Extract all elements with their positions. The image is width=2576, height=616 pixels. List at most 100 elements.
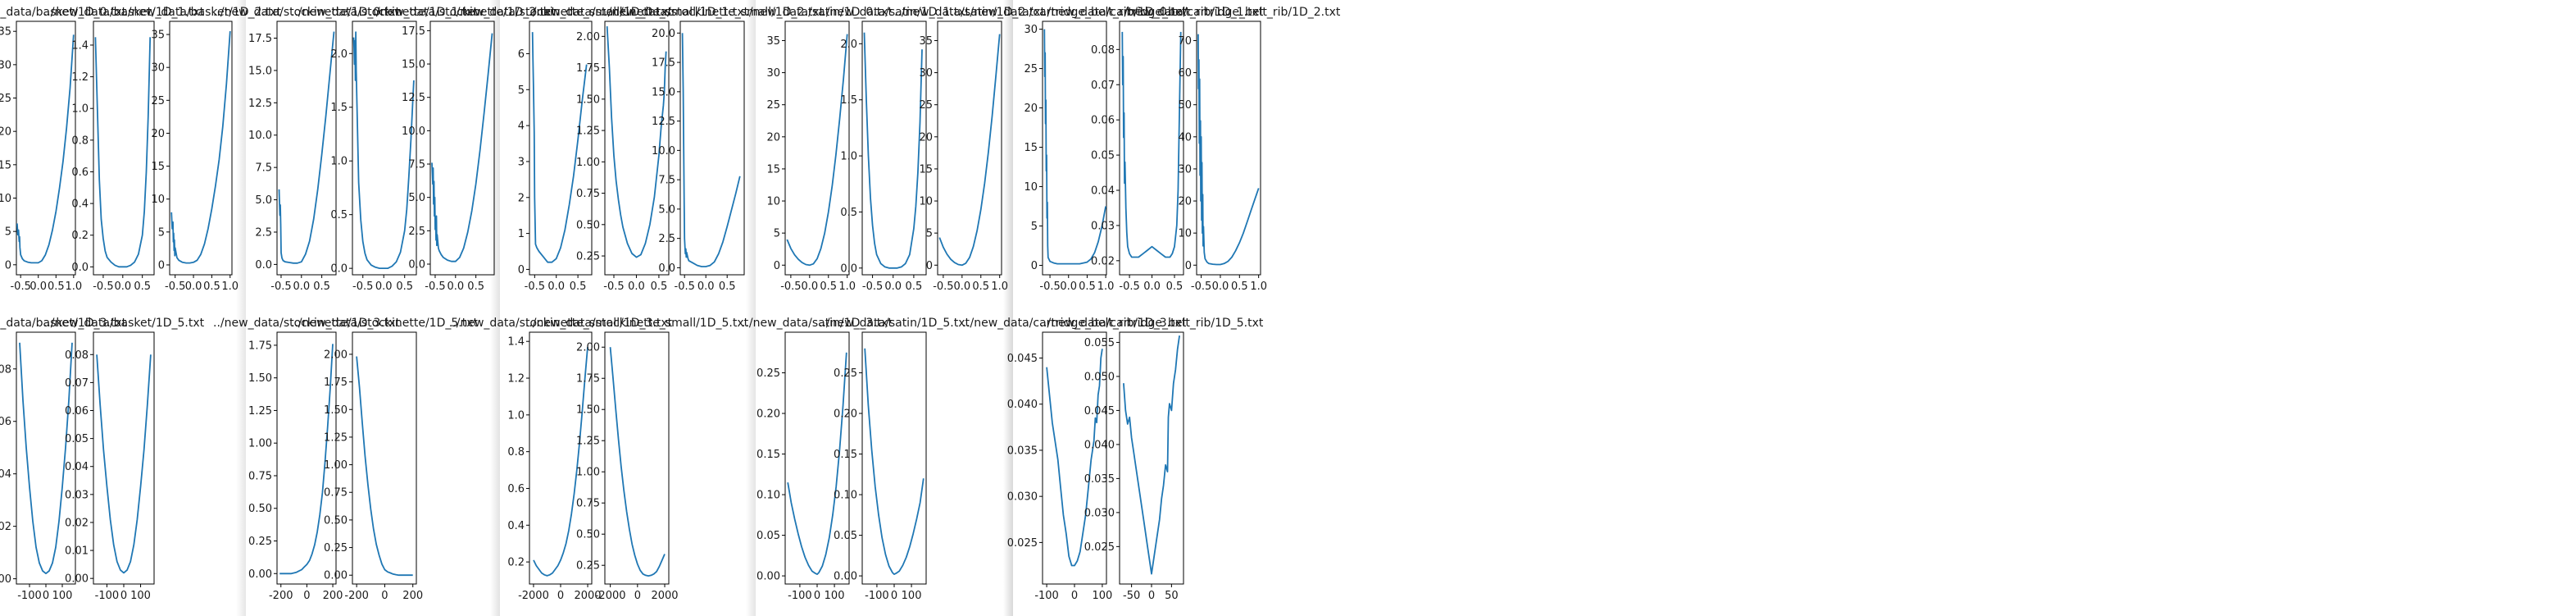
y-tick-label: 20 [0, 126, 11, 139]
figure-panel-basket [0, 0, 239, 616]
y-tick-label: 0.035 [1007, 445, 1038, 457]
subplot: ../new_data/satin/1D_5.txt 0.00 0.05 0.10 0.… [819, 317, 970, 602]
y-tick-label: 0.75 [576, 188, 600, 200]
x-tick-label: -0.5 [352, 281, 373, 293]
x-tick-label: 0.5 [396, 281, 413, 293]
axes-frame [784, 21, 850, 276]
y-tick-label: 0.20 [834, 408, 857, 421]
axes-frame [529, 21, 593, 276]
y-tick-label: 0.50 [576, 529, 600, 541]
subplot-title: ../new_data/basket/1D_2.txt [120, 6, 282, 19]
y-tick-label: 40 [1178, 131, 1192, 144]
x-tick-label: 2000 [651, 590, 678, 602]
y-tick-label: 1.25 [324, 431, 348, 444]
y-tick-label: 0.0 [408, 258, 425, 271]
y-tick-label: 60 [1178, 67, 1192, 80]
y-tick-label: 1.2 [71, 71, 89, 84]
y-tick-label: 1.00 [248, 438, 272, 450]
y-tick-label: 0.06 [0, 416, 11, 428]
y-tick-label: 4 [518, 121, 525, 133]
subplot-title: ../new_data/cartridge_belt_rib/1D_1.txt [1040, 6, 1264, 19]
y-tick-label: 0.00 [65, 573, 89, 586]
subplot-title: ../new_data/stockinette_small/1D_5.txt [525, 317, 749, 330]
y-tick-label: 0.75 [324, 487, 348, 500]
y-tick-label: 10 [919, 196, 933, 208]
x-tick-label: 1.0 [1097, 281, 1115, 293]
y-tick-label: 1.00 [576, 467, 600, 479]
subplot: ../new_data/stockinette_small/1D_0.txt 0 1… [449, 6, 673, 293]
y-tick-label: 5.0 [255, 194, 272, 207]
axes-frame [93, 21, 155, 276]
series-line [279, 344, 334, 575]
x-tick-label: 0.5 [1166, 281, 1184, 293]
y-tick-label: 0.5 [330, 209, 348, 221]
y-tick-label: 15.0 [248, 65, 272, 77]
y-tick-label: 7.5 [408, 159, 425, 171]
x-tick-label: 0 [120, 590, 127, 602]
y-tick-label: 0.05 [756, 530, 780, 542]
subplot-title: ../new_data/satin/1D_0.txt [742, 6, 893, 19]
series-line [1046, 349, 1103, 567]
x-tick-label: 100 [1092, 590, 1112, 602]
y-tick-label: 0.00 [248, 568, 272, 581]
y-tick-label: 0.0 [255, 259, 272, 271]
subplot-title: ../new_data/satin/1D_2.txt [894, 6, 1045, 19]
y-tick-label: 0.05 [834, 530, 857, 542]
subplot: ../new_data/basket/1D_3.txt 0.00 0.02 0.04 0… [0, 317, 127, 602]
y-tick-label: 1.5 [840, 94, 857, 107]
x-tick-label: 0.5 [906, 281, 923, 293]
y-tick-label: 0.04 [0, 468, 11, 481]
y-tick-label: 0.6 [71, 167, 89, 179]
y-tick-label: 25 [0, 93, 11, 105]
subplot: ../new_data/stockinette/1D_2.txt 0.0 2.5 5.… [369, 6, 556, 293]
y-tick-label: 5 [1031, 221, 1038, 233]
subplot-title: ../new_data/stockinette_small/1D_2.txt [601, 6, 825, 19]
y-tick-label: 0.25 [248, 536, 272, 548]
y-tick-label: 10 [1178, 228, 1192, 240]
window-divider [1003, 0, 1013, 616]
series-line [863, 32, 923, 269]
window-divider [490, 0, 500, 616]
subplot: ../new_data/stockinette/1D_0.txt 0.0 2.5 5.… [213, 6, 400, 293]
y-tick-label: 12.5 [652, 116, 675, 128]
figure-panel-stockinette [246, 0, 492, 616]
y-tick-label: 1.2 [507, 373, 525, 386]
y-tick-label: 20 [1178, 196, 1192, 208]
x-tick-label: -0.5 [10, 281, 30, 293]
x-tick-label: 0.0 [114, 281, 131, 293]
subplot: ../new_data/basket/1D_5.txt 0.00 0.01 0.02 0… [43, 317, 205, 602]
series-line [606, 26, 667, 258]
subplot-title: ../new_data/stockinette_small/1D_1.txt [525, 6, 749, 19]
x-tick-label: -0.5 [780, 281, 801, 293]
y-tick-label: 10.0 [248, 130, 272, 142]
x-tick-label: 1.0 [991, 281, 1008, 293]
x-tick-label: 0.5 [1079, 281, 1096, 293]
x-tick-label: 0.5 [1231, 281, 1248, 293]
series-line [1197, 34, 1260, 266]
y-tick-label: 0.05 [1091, 150, 1115, 162]
y-tick-label: 0.05 [65, 433, 89, 445]
y-tick-label: 0 [5, 259, 11, 271]
subplot: ../new_data/cartridge_belt_rib/1D_0.txt 0… [963, 6, 1187, 293]
subplot-title: ../new_data/cartridge_belt_rib/1D_2.txt [1117, 6, 1341, 19]
y-tick-label: 17.5 [248, 33, 272, 45]
x-tick-label: 0.5 [203, 281, 220, 293]
y-tick-label: 0.045 [1007, 353, 1038, 365]
x-tick-label: 0.5 [467, 281, 484, 293]
y-tick-label: 0 [158, 259, 165, 271]
y-tick-label: 25 [1024, 63, 1038, 75]
series-line [16, 34, 75, 264]
axes-frame [169, 21, 233, 276]
x-tick-label: 200 [402, 590, 423, 602]
y-tick-label: 0.06 [1091, 115, 1115, 127]
y-tick-label: 0.030 [1084, 507, 1115, 519]
y-tick-label: 0.02 [1091, 255, 1115, 267]
series-line [94, 37, 152, 268]
x-tick-label: -100 [95, 590, 120, 602]
window-divider [746, 0, 756, 616]
x-tick-label: 0.0 [697, 281, 715, 293]
y-tick-label: 20 [1024, 103, 1038, 115]
y-tick-label: 2.5 [255, 226, 272, 239]
y-tick-label: 1.75 [576, 62, 600, 75]
y-tick-label: 10 [766, 196, 780, 208]
